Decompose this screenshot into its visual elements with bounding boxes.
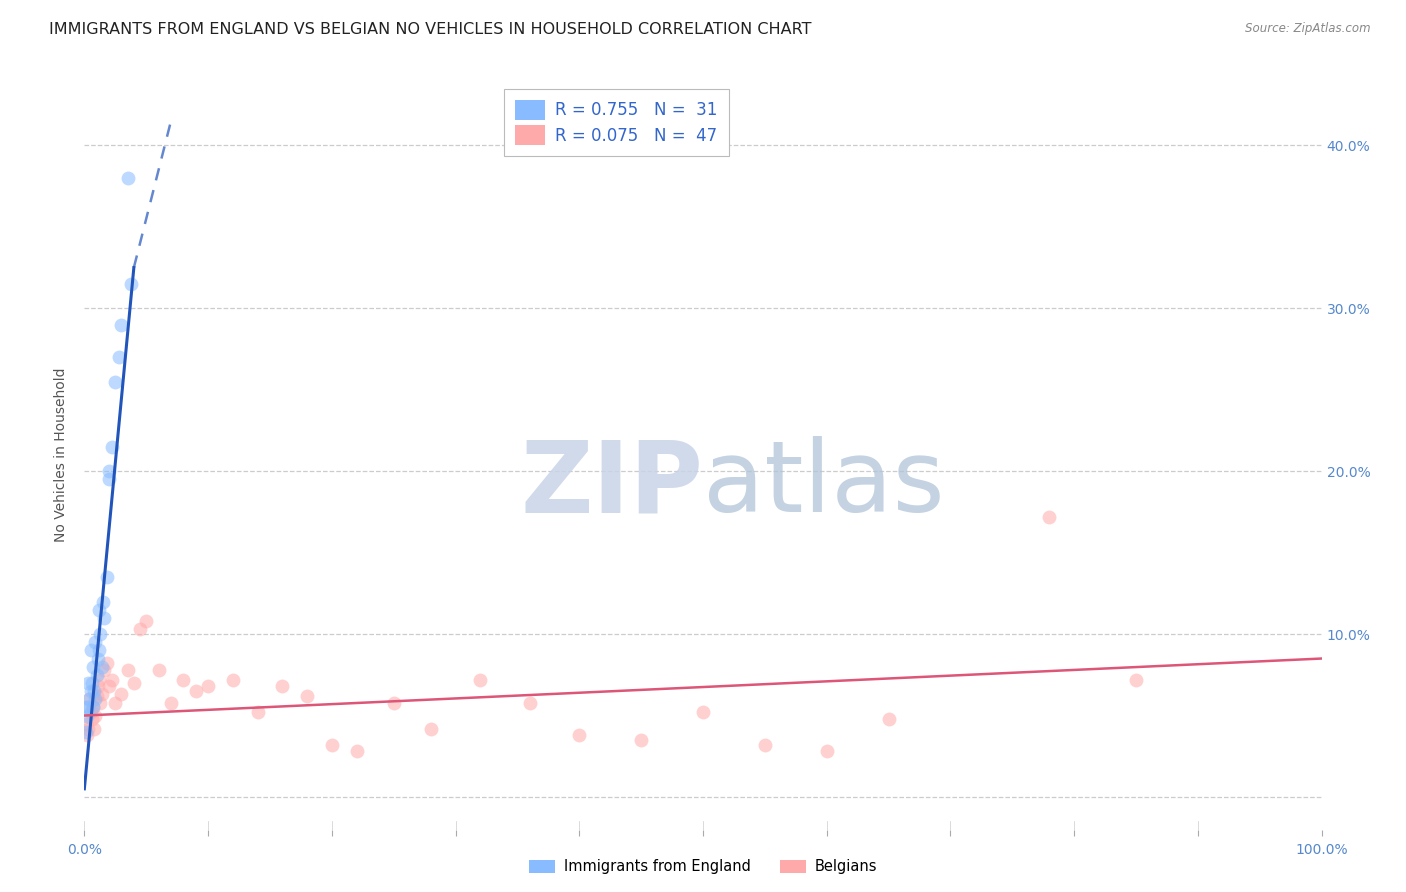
Point — [89, 643, 111, 657]
Point — [86, 689, 108, 703]
Point — [79, 643, 101, 657]
Text: 100.0%: 100.0% — [1295, 843, 1348, 856]
Point — [104, 696, 127, 710]
Point — [295, 689, 318, 703]
Point — [184, 684, 207, 698]
Point — [79, 692, 101, 706]
Point — [98, 464, 121, 478]
Point — [96, 570, 118, 584]
Point — [222, 673, 245, 687]
Text: IMMIGRANTS FROM ENGLAND VS BELGIAN NO VEHICLES IN HOUSEHOLD CORRELATION CHART: IMMIGRANTS FROM ENGLAND VS BELGIAN NO VE… — [49, 22, 811, 37]
Point — [692, 706, 714, 720]
Point — [246, 706, 269, 720]
Point — [75, 724, 97, 739]
Point — [76, 708, 98, 723]
Point — [84, 692, 107, 706]
Point — [89, 627, 111, 641]
Point — [82, 700, 104, 714]
Point — [82, 659, 104, 673]
Point — [79, 684, 101, 698]
Point — [83, 684, 105, 698]
Point — [815, 744, 838, 758]
Point — [100, 440, 122, 454]
Point — [172, 673, 194, 687]
Point — [346, 744, 368, 758]
Point — [79, 692, 101, 706]
Point — [86, 668, 108, 682]
Text: atlas: atlas — [703, 436, 945, 533]
Point — [90, 659, 112, 673]
Point — [197, 679, 219, 693]
Point — [110, 318, 132, 332]
Point — [382, 696, 405, 710]
Point — [98, 472, 121, 486]
Point — [89, 602, 111, 616]
Text: 0.0%: 0.0% — [67, 843, 101, 856]
Point — [96, 657, 118, 671]
Point — [110, 687, 132, 701]
Text: Source: ZipAtlas.com: Source: ZipAtlas.com — [1246, 22, 1371, 36]
Point — [135, 614, 157, 628]
Point — [77, 700, 100, 714]
Point — [80, 712, 103, 726]
Point — [271, 679, 294, 693]
Point — [93, 611, 115, 625]
Point — [89, 673, 111, 687]
Point — [160, 696, 183, 710]
Point — [87, 651, 110, 665]
Point — [84, 708, 107, 723]
Point — [117, 663, 139, 677]
Point — [76, 728, 98, 742]
Point — [630, 733, 652, 747]
Point — [75, 700, 97, 714]
Point — [90, 687, 112, 701]
Point — [120, 277, 142, 291]
Point — [87, 679, 110, 693]
Point — [77, 676, 100, 690]
Point — [519, 696, 541, 710]
Point — [122, 676, 145, 690]
Point — [84, 635, 107, 649]
Point — [93, 663, 115, 677]
Point — [75, 716, 97, 731]
Y-axis label: No Vehicles in Household: No Vehicles in Household — [55, 368, 69, 542]
Point — [419, 722, 441, 736]
Point — [877, 712, 900, 726]
Point — [79, 706, 101, 720]
Point — [148, 663, 170, 677]
Point — [91, 594, 114, 608]
Point — [77, 722, 100, 736]
Point — [83, 722, 105, 736]
Point — [82, 700, 104, 714]
Point — [129, 622, 152, 636]
Point — [321, 738, 343, 752]
Point — [568, 728, 591, 742]
Legend: Immigrants from England, Belgians: Immigrants from England, Belgians — [523, 854, 883, 880]
Point — [98, 679, 121, 693]
Legend: R = 0.755   N =  31, R = 0.075   N =  47: R = 0.755 N = 31, R = 0.075 N = 47 — [503, 88, 730, 156]
Point — [89, 696, 111, 710]
Point — [100, 673, 122, 687]
Point — [117, 171, 139, 186]
Point — [108, 350, 131, 364]
Point — [1038, 509, 1060, 524]
Point — [754, 738, 776, 752]
Point — [470, 673, 492, 687]
Point — [1125, 673, 1147, 687]
Text: ZIP: ZIP — [520, 436, 703, 533]
Point — [80, 676, 103, 690]
Point — [104, 375, 127, 389]
